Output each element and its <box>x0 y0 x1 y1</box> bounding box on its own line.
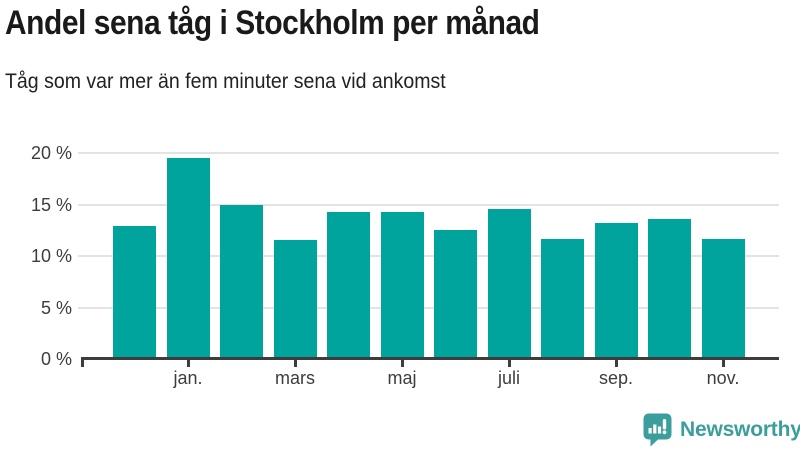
bar-okt. <box>648 218 691 359</box>
bar-jan. <box>166 158 210 359</box>
x-axis-tick <box>293 359 297 367</box>
x-axis-tick-label: jan. <box>173 368 203 388</box>
x-axis-tick-label: maj <box>387 368 417 388</box>
newsworthy-speech-bubble-bar-chart-icon <box>643 413 672 447</box>
newsworthy-logo-text: Newsworthy <box>680 418 800 441</box>
bar-sep. <box>594 223 638 359</box>
bar-dec. <box>113 226 156 359</box>
chart-subtitle: Tåg som var mer än fem minuter sena vid … <box>5 70 446 93</box>
x-axis-tick-label: juli <box>497 368 520 388</box>
x-axis-line <box>81 357 779 360</box>
x-axis-tick <box>507 359 511 367</box>
x-axis-start-tick <box>81 359 84 367</box>
x-axis-tick <box>186 359 190 367</box>
bar-nov. <box>701 238 745 359</box>
newsworthy-logo: Newsworthy <box>643 411 800 449</box>
bar-juli <box>487 208 531 359</box>
plot-area <box>78 152 779 367</box>
x-axis-tick-label: nov. <box>706 368 740 388</box>
gridline-10 <box>78 255 779 257</box>
x-axis-tick-label: sep. <box>598 368 634 388</box>
y-axis-tick-label: 0 % <box>40 349 72 369</box>
y-axis-tick-label: 15 % <box>30 194 72 215</box>
bar-feb. <box>220 204 263 359</box>
chart-title: Andel sena tåg i Stockholm per månad <box>5 4 540 42</box>
bar-mars <box>273 239 317 359</box>
bar-apr. <box>327 211 370 359</box>
x-axis-tick <box>721 359 725 367</box>
y-axis-tick-label: 10 % <box>30 246 72 266</box>
gridline-15 <box>78 203 779 206</box>
y-axis-tick-label: 20 % <box>30 143 72 163</box>
x-axis-tick <box>400 359 404 367</box>
gridline-5 <box>78 306 779 309</box>
gridline-20 <box>78 152 779 154</box>
y-axis-tick-label: 5 % <box>40 297 72 318</box>
x-axis-tick <box>614 359 618 367</box>
bar-maj <box>380 211 424 359</box>
bar-aug. <box>541 238 584 359</box>
bar-juni <box>434 230 477 359</box>
x-axis-tick-label: mars <box>275 368 315 388</box>
